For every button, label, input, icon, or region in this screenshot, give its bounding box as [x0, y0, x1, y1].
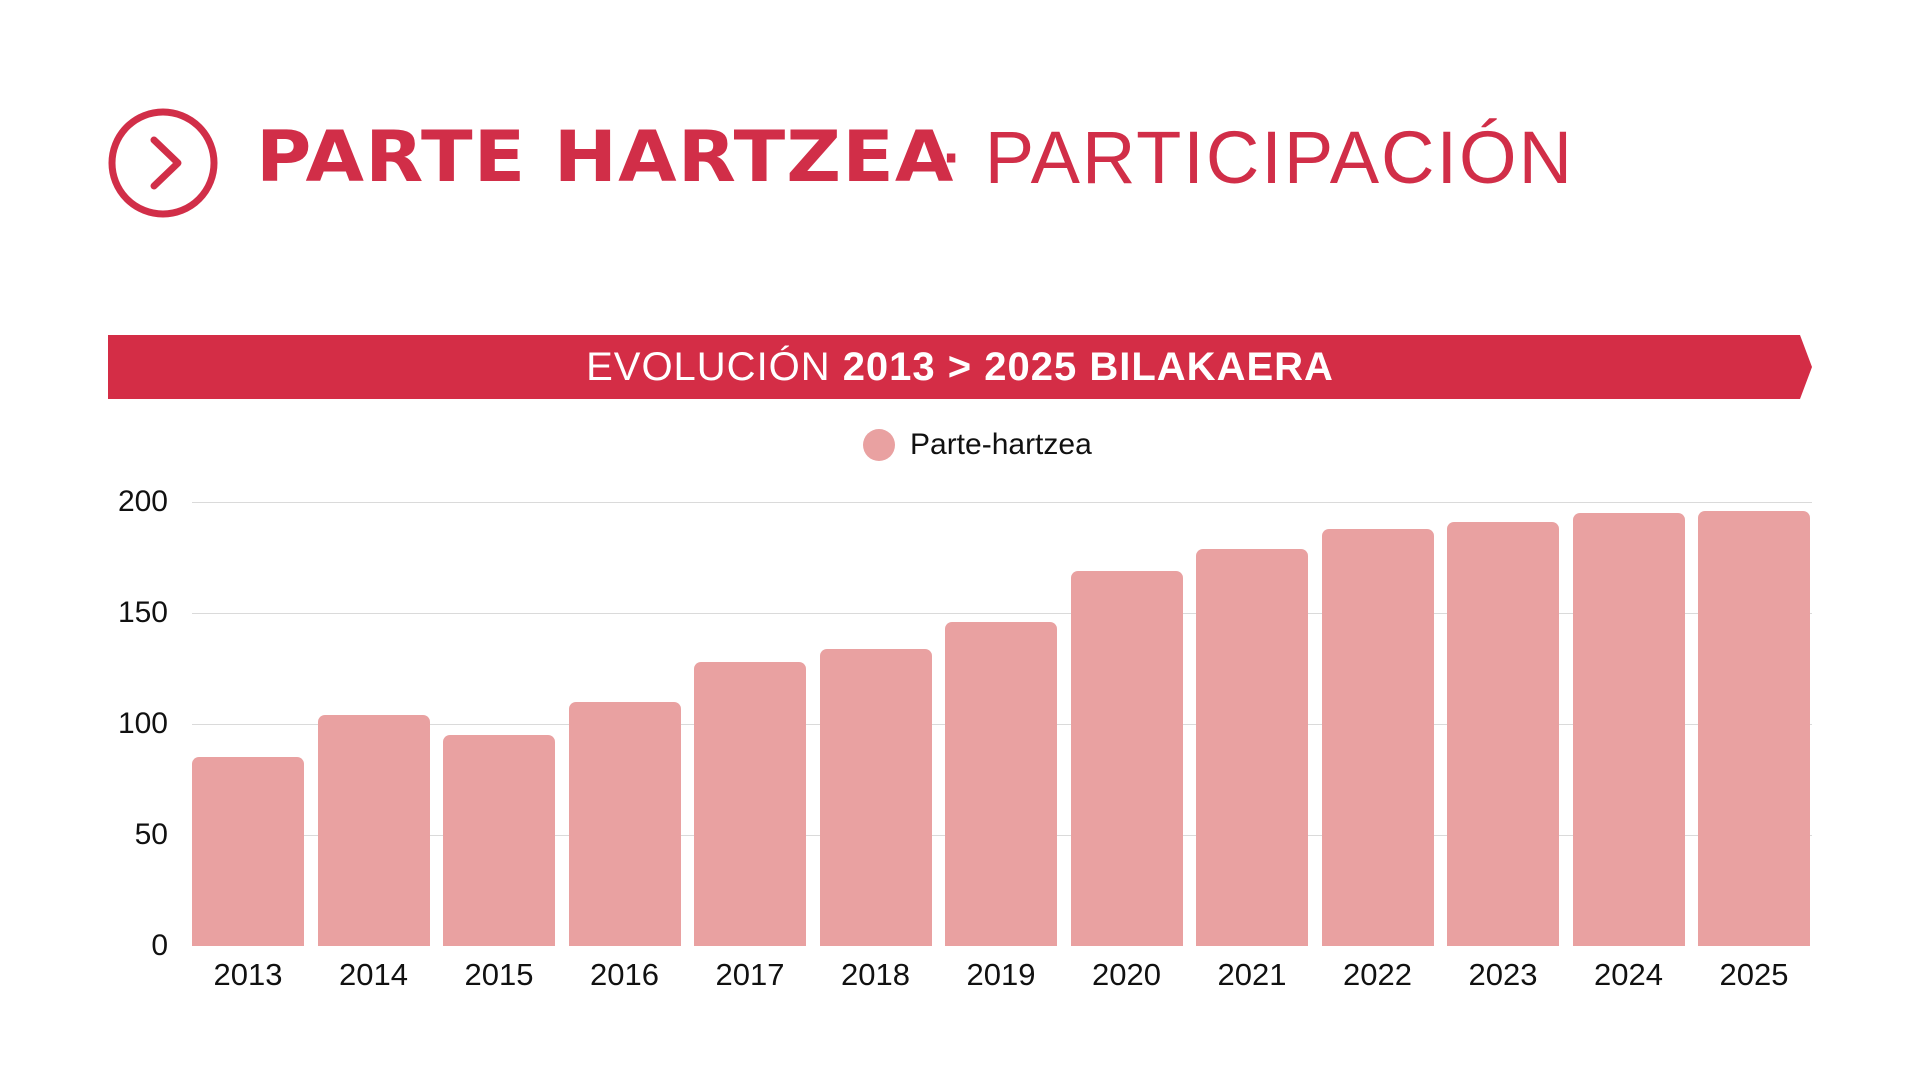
- x-axis-tick-label: 2016: [590, 957, 659, 992]
- bar-2019: [945, 621, 1057, 946]
- bar-2015: [443, 735, 555, 946]
- bar-2023: [1447, 521, 1559, 946]
- x-axis-tick-label: 2015: [464, 957, 534, 992]
- title-spanish: PARTICIPACIÓN: [984, 115, 1575, 199]
- chart-title-banner: EVOLUCIÓN 2013 > 2025 BILAKAERA: [108, 335, 1812, 399]
- x-axis-tick-label: 2020: [1092, 957, 1161, 992]
- bar-2013: [192, 757, 304, 946]
- bar-2017: [694, 661, 806, 946]
- gridline: [192, 613, 1812, 614]
- chart-legend: Parte-hartzea: [863, 428, 1092, 462]
- bar-2021: [1196, 548, 1308, 946]
- x-axis-tick-label: 2017: [715, 957, 785, 992]
- title-separator: ·: [942, 123, 963, 191]
- y-axis-tick-label: 50: [134, 818, 168, 851]
- chevron-right-circle-icon: [108, 108, 218, 218]
- x-axis-tick-label: 2019: [966, 957, 1036, 992]
- x-axis-tick-label: 2025: [1719, 957, 1789, 992]
- bar-2014: [317, 715, 430, 946]
- x-axis-tick-label: 2013: [213, 957, 283, 992]
- bar-2018: [819, 648, 932, 946]
- title-basque: PARTE HARTZEA: [256, 116, 955, 198]
- y-axis-tick-label: 200: [117, 485, 168, 518]
- y-axis-tick-label: 100: [117, 707, 168, 740]
- legend-label: Parte-hartzea: [910, 428, 1092, 461]
- gridline: [192, 502, 1812, 503]
- x-axis-tick-label: 2021: [1217, 957, 1287, 992]
- bar-2025: [1698, 510, 1810, 946]
- page-title: PARTE HARTZEA · PARTICIPACIÓN: [256, 112, 1574, 202]
- x-axis-tick-label: 2024: [1594, 957, 1663, 992]
- y-axis-tick-label: 0: [151, 929, 168, 962]
- chart-title: EVOLUCIÓN 2013 > 2025 BILAKAERA: [108, 335, 1812, 399]
- y-axis-tick-label: 150: [117, 596, 168, 629]
- bar-2022: [1321, 528, 1434, 946]
- bar-2024: [1572, 513, 1685, 946]
- chart-title-bold: 2013 > 2025 BILAKAERA: [842, 344, 1334, 389]
- x-axis-tick-label: 2014: [339, 957, 408, 992]
- banner-arrow-shape: [108, 335, 1812, 399]
- chart-title-light: EVOLUCIÓN: [586, 344, 831, 389]
- bar-2020: [1070, 570, 1183, 946]
- bar-2016: [568, 701, 681, 946]
- x-axis-tick-label: 2023: [1468, 957, 1538, 992]
- x-axis-tick-label: 2018: [841, 957, 910, 992]
- legend-marker: [863, 429, 895, 461]
- x-axis-tick-label: 2022: [1343, 957, 1412, 992]
